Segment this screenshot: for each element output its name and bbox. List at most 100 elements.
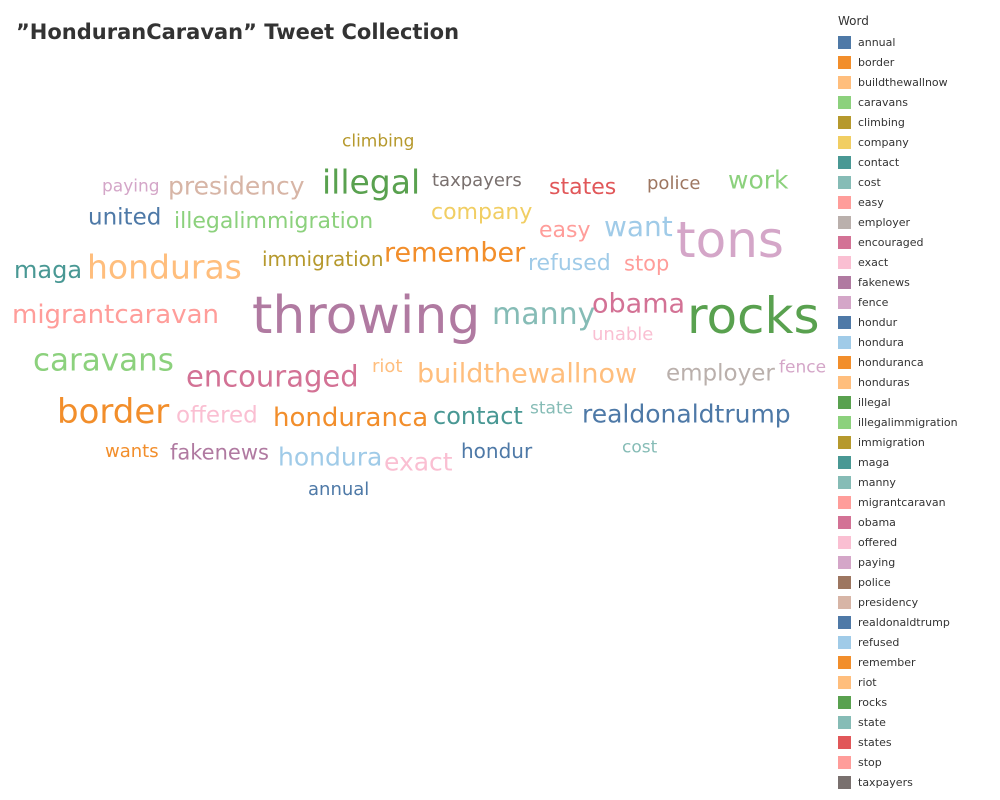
legend-swatch [838, 75, 851, 89]
legend-item[interactable]: migrantcaravan [838, 492, 998, 512]
word-hondura[interactable]: hondura [278, 442, 383, 472]
legend-item[interactable]: state [838, 712, 998, 732]
legend-item[interactable]: encouraged [838, 232, 998, 252]
word-stop[interactable]: stop [624, 251, 670, 276]
legend-swatch [838, 315, 851, 329]
legend-item[interactable]: remember [838, 652, 998, 672]
legend-item[interactable]: annual [838, 32, 998, 52]
legend-item[interactable]: exact [838, 252, 998, 272]
legend-item[interactable]: immigration [838, 432, 998, 452]
legend-item[interactable]: employer [838, 212, 998, 232]
legend-item[interactable]: refused [838, 632, 998, 652]
word-rocks[interactable]: rocks [687, 287, 820, 345]
word-remember[interactable]: remember [384, 237, 526, 269]
legend-item[interactable]: manny [838, 472, 998, 492]
word-encouraged[interactable]: encouraged [186, 359, 359, 394]
legend-item[interactable]: states [838, 732, 998, 752]
word-honduranca[interactable]: honduranca [273, 403, 429, 433]
legend-item[interactable]: hondura [838, 332, 998, 352]
legend-item[interactable]: offered [838, 532, 998, 552]
word-illegal[interactable]: illegal [322, 162, 421, 202]
word-easy[interactable]: easy [539, 218, 591, 243]
word-border[interactable]: border [57, 392, 170, 432]
word-cost[interactable]: cost [622, 437, 658, 458]
word-taxpayers[interactable]: taxpayers [432, 170, 522, 191]
legend-item[interactable]: illegal [838, 392, 998, 412]
legend-label: hondur [858, 315, 898, 329]
word-police[interactable]: police [647, 173, 701, 194]
word-climbing[interactable]: climbing [342, 131, 415, 152]
word-unable[interactable]: unable [592, 324, 654, 345]
legend-item[interactable]: obama [838, 512, 998, 532]
legend-item[interactable]: border [838, 52, 998, 72]
word-caravans[interactable]: caravans [33, 342, 174, 379]
word-riot[interactable]: riot [372, 356, 403, 377]
word-work[interactable]: work [728, 165, 789, 195]
word-honduras[interactable]: honduras [87, 247, 242, 287]
word-states[interactable]: states [549, 175, 617, 200]
legend-label: easy [858, 195, 884, 209]
legend-item[interactable]: illegalimmigration [838, 412, 998, 432]
word-buildthewallnow[interactable]: buildthewallnow [417, 358, 638, 390]
legend-swatch [838, 715, 851, 729]
legend-item[interactable]: presidency [838, 592, 998, 612]
legend-label: state [858, 715, 886, 729]
legend-item[interactable]: climbing [838, 112, 998, 132]
legend-swatch [838, 335, 851, 349]
legend-swatch [838, 755, 851, 769]
legend-item[interactable]: riot [838, 672, 998, 692]
legend-item[interactable]: caravans [838, 92, 998, 112]
word-manny[interactable]: manny [492, 297, 596, 332]
word-offered[interactable]: offered [176, 402, 258, 429]
word-wants[interactable]: wants [105, 441, 159, 462]
legend-item[interactable]: paying [838, 552, 998, 572]
word-employer[interactable]: employer [666, 360, 775, 387]
legend-item[interactable]: buildthewallnow [838, 72, 998, 92]
legend-item[interactable]: rocks [838, 692, 998, 712]
legend-title: Word [838, 14, 869, 28]
word-realdonaldtrump[interactable]: realdonaldtrump [582, 399, 791, 429]
legend-item[interactable]: stop [838, 752, 998, 772]
word-presidency[interactable]: presidency [168, 171, 305, 201]
legend-swatch [838, 155, 851, 169]
word-migrantcaravan[interactable]: migrantcaravan [12, 300, 219, 330]
legend-label: climbing [858, 115, 905, 129]
legend-item[interactable]: fence [838, 292, 998, 312]
legend-item[interactable]: honduras [838, 372, 998, 392]
legend-item[interactable]: police [838, 572, 998, 592]
word-throwing[interactable]: throwing [252, 286, 481, 346]
word-obama[interactable]: obama [592, 288, 686, 320]
word-tons[interactable]: tons [676, 211, 784, 269]
word-fakenews[interactable]: fakenews [170, 440, 269, 465]
legend-item[interactable]: fakenews [838, 272, 998, 292]
legend: Word annual border buildthewallnow caravans… [838, 14, 998, 792]
word-want[interactable]: want [604, 210, 673, 243]
word-hondur[interactable]: hondur [461, 439, 533, 463]
word-united[interactable]: united [88, 204, 162, 231]
legend-item[interactable]: easy [838, 192, 998, 212]
word-illegalimmigration[interactable]: illegalimmigration [174, 209, 374, 234]
legend-label: maga [858, 455, 890, 469]
chart-title: ”HonduranCaravan” Tweet Collection [16, 20, 460, 44]
word-contact[interactable]: contact [433, 402, 523, 430]
legend-item[interactable]: contact [838, 152, 998, 172]
legend-item[interactable]: maga [838, 452, 998, 472]
legend-swatch [838, 375, 851, 389]
word-exact[interactable]: exact [384, 447, 453, 477]
legend-item[interactable]: hondur [838, 312, 998, 332]
legend-item[interactable]: realdonaldtrump [838, 612, 998, 632]
word-paying[interactable]: paying [102, 176, 160, 197]
word-fence[interactable]: fence [779, 357, 827, 378]
word-refused[interactable]: refused [528, 251, 611, 276]
word-maga[interactable]: maga [14, 256, 83, 284]
word-company[interactable]: company [431, 200, 533, 225]
legend-item[interactable]: taxpayers [838, 772, 998, 792]
legend-item[interactable]: company [838, 132, 998, 152]
word-state[interactable]: state [530, 398, 574, 419]
word-annual[interactable]: annual [308, 479, 370, 500]
legend-item[interactable]: honduranca [838, 352, 998, 372]
legend-label: manny [858, 475, 896, 489]
word-cloud: climbing paying presidency illegal taxpayers… [12, 131, 827, 500]
legend-item[interactable]: cost [838, 172, 998, 192]
word-immigration[interactable]: immigration [262, 247, 384, 271]
